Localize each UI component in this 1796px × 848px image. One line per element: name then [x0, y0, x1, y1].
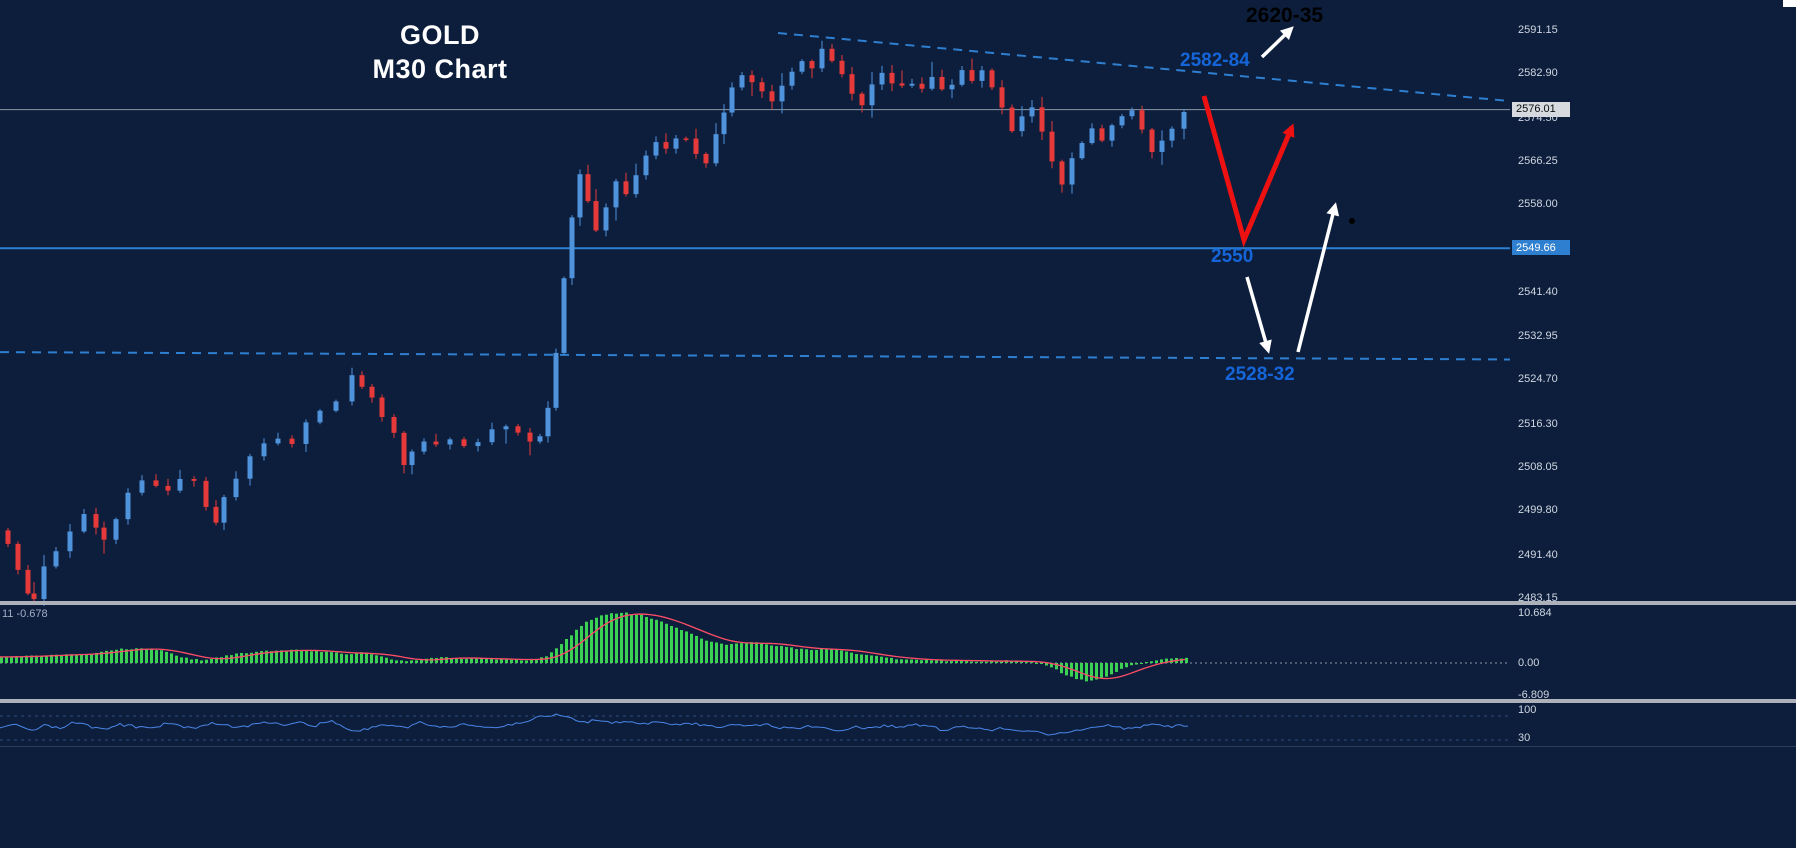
descending-trendline: [777, 32, 1510, 102]
chart-dot: [1349, 218, 1355, 224]
macd-histogram: [0, 612, 1188, 682]
price-level-lines: [0, 32, 1511, 361]
price-axis-label: 2566.25: [1518, 154, 1558, 167]
annotation-support-zone: 2528-32: [1225, 364, 1295, 385]
annotation-target-zone: 2620-35: [1246, 4, 1324, 27]
oscillator-axis-label: 30: [1518, 732, 1531, 744]
oscillator-line: [0, 713, 1189, 736]
panel-separator: [0, 746, 1796, 747]
red-projection-arrow: [1201, 95, 1295, 248]
scrollbar-fragment: [1783, 0, 1796, 7]
price-axis-label: 2508.05: [1518, 461, 1558, 474]
price-axis-label: 2491.40: [1518, 548, 1558, 561]
macd-axis-label: 0.00: [1518, 657, 1540, 669]
price-axis-label: 2483.15: [1518, 591, 1558, 604]
panel-separator[interactable]: [0, 601, 1796, 605]
macd-signal-line: [0, 613, 1186, 680]
panel-separator[interactable]: [0, 699, 1796, 703]
projection-arrows: [1201, 26, 1355, 354]
price-axis-label: 2532.95: [1518, 330, 1558, 343]
chart-title-symbol: GOLD: [400, 20, 480, 50]
macd-values-label: 11 -0.678: [2, 608, 48, 620]
macd-axis-label: -6.809: [1518, 688, 1550, 701]
price-axis-label: 2524.70: [1518, 373, 1558, 386]
price-axis-label: 2516.30: [1518, 417, 1558, 430]
price-axis-label: 2582.90: [1518, 67, 1558, 80]
chart-title-timeframe: M30 Chart: [372, 54, 508, 84]
price-axis-label: 2591.15: [1518, 24, 1558, 36]
price-axis-label: 2499.80: [1518, 504, 1558, 517]
hline-price-tag: 2549.66: [1512, 240, 1570, 256]
annotation-resistance-zone: 2582-84: [1180, 50, 1250, 71]
annotation-mid-support: 2550: [1211, 246, 1254, 267]
white-projection-arrow: [1260, 26, 1294, 59]
price-axis-label: 2541.40: [1518, 285, 1558, 298]
candlestick-series: [5, 40, 1187, 607]
macd-axis-label: 10.684: [1518, 606, 1552, 619]
price-axis-label: 2558.00: [1518, 198, 1558, 211]
white-projection-arrow: [1296, 202, 1340, 353]
price-axis-label: 2574.50: [1518, 111, 1558, 124]
oscillator-axis-label: 100: [1518, 704, 1537, 716]
white-projection-arrow: [1245, 276, 1272, 354]
current-price-tag: 2576.01: [1512, 101, 1570, 117]
